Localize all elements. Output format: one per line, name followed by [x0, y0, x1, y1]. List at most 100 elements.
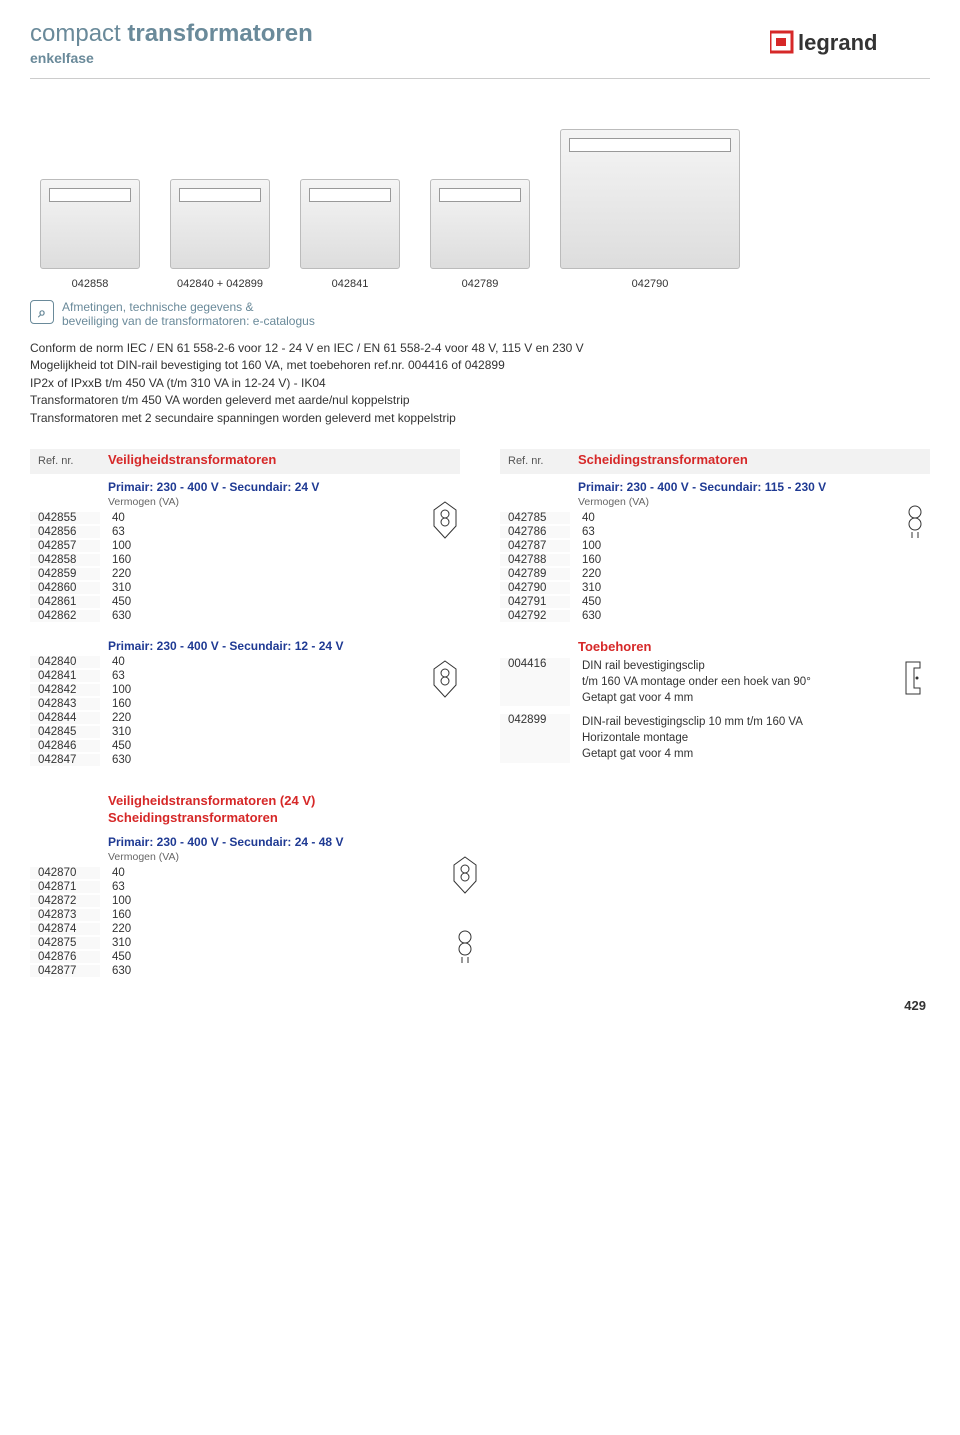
product-label: 042840 + 042899 — [170, 278, 270, 290]
main-columns: Ref. nr. Veiligheidstransformatoren Prim… — [30, 449, 930, 783]
info-icon: ⌕ — [30, 300, 54, 324]
va-cell: 100 — [570, 540, 630, 552]
product-item: 042858 — [40, 179, 140, 290]
transformer-safety-icon — [450, 855, 480, 895]
ref-cell: 042899 — [500, 714, 570, 762]
header: legrand compact transformatoren enkelfas… — [30, 20, 930, 79]
product-label: 042858 — [40, 278, 140, 290]
desc-line: Getapt gat voor 4 mm — [582, 746, 930, 762]
brand-logo: legrand — [770, 28, 900, 56]
data-row: 04284040 — [30, 655, 460, 669]
product-item: 042789 — [430, 179, 530, 290]
product-label: 042789 — [430, 278, 530, 290]
section-title: Veiligheidstransformatoren — [108, 452, 452, 467]
product-image — [40, 179, 140, 269]
data-row: 04285663 — [30, 525, 460, 539]
group-block: Primair: 230 - 400 V - Secundair: 12 - 2… — [30, 639, 460, 767]
data-row: 04285540 — [30, 511, 460, 525]
ref-cell: 042873 — [30, 909, 100, 921]
clip-icon — [900, 658, 930, 706]
data-row: 042877630 — [30, 964, 480, 978]
ref-cell: 042870 — [30, 867, 100, 879]
data-row: 042790310 — [500, 581, 930, 595]
ref-cell: 042845 — [30, 726, 100, 738]
ref-cell: 042875 — [30, 937, 100, 949]
ref-cell: 042790 — [500, 582, 570, 594]
ref-cell: 042788 — [500, 554, 570, 566]
ref-cell: 042786 — [500, 526, 570, 538]
data-row: 042874220 — [30, 922, 480, 936]
description-block: Conform de norm IEC / EN 61 558-2-6 voor… — [30, 340, 930, 427]
va-cell: 63 — [100, 670, 160, 682]
va-cell: 630 — [570, 610, 630, 622]
ref-cell: 042860 — [30, 582, 100, 594]
section-title: Scheidingstransformatoren — [578, 452, 922, 467]
va-cell: 160 — [570, 554, 630, 566]
data-row: 042792630 — [500, 609, 930, 623]
va-cell: 310 — [100, 937, 160, 949]
data-rows: 0428404004284163042842100042843160042844… — [30, 655, 460, 767]
va-cell: 630 — [100, 610, 160, 622]
va-cell: 450 — [100, 596, 160, 608]
va-cell: 220 — [100, 568, 160, 580]
ref-cell: 042841 — [30, 670, 100, 682]
desc-cell: DIN rail bevestigingsclip t/m 160 VA mon… — [570, 658, 900, 706]
data-row: 042845310 — [30, 725, 460, 739]
data-row: 042788160 — [500, 553, 930, 567]
ref-cell: 042785 — [500, 512, 570, 524]
desc-line: DIN-rail bevestigingsclip 10 mm t/m 160 … — [582, 714, 930, 730]
ref-cell: 042846 — [30, 740, 100, 752]
va-cell: 63 — [100, 526, 160, 538]
toebehoren-title: Toebehoren — [578, 639, 930, 654]
data-row: 042876450 — [30, 950, 480, 964]
ref-cell: 042872 — [30, 895, 100, 907]
va-cell: 40 — [100, 867, 160, 879]
group-title: Primair: 230 - 400 V - Secundair: 115 - … — [578, 480, 930, 494]
ref-cell: 042874 — [30, 923, 100, 935]
data-row: 042844220 — [30, 711, 460, 725]
va-cell: 100 — [100, 540, 160, 552]
va-cell: 40 — [570, 512, 630, 524]
desc-line: Horizontale montage — [582, 730, 930, 746]
va-cell: 220 — [100, 923, 160, 935]
product-item: 042790 — [560, 129, 740, 290]
ref-cell: 042847 — [30, 754, 100, 766]
product-label: 042841 — [300, 278, 400, 290]
product-item: 042840 + 042899 — [170, 179, 270, 290]
divider — [30, 78, 930, 79]
product-image — [430, 179, 530, 269]
group-title: Primair: 230 - 400 V - Secundair: 24 - 4… — [108, 835, 480, 849]
product-image — [300, 179, 400, 269]
va-cell: 450 — [100, 951, 160, 963]
va-cell: 630 — [100, 754, 160, 766]
column-header: Ref. nr. Veiligheidstransformatoren — [30, 449, 460, 474]
ref-cell: 042858 — [30, 554, 100, 566]
va-cell: 450 — [100, 740, 160, 752]
data-row: 04278540 — [500, 511, 930, 525]
product-images-row: 042858 042840 + 042899 042841 042789 042… — [30, 129, 930, 290]
product-image — [560, 129, 740, 269]
ref-cell: 042856 — [30, 526, 100, 538]
ref-nr-label: Ref. nr. — [38, 455, 108, 467]
va-cell: 310 — [100, 582, 160, 594]
ref-cell: 042862 — [30, 610, 100, 622]
title-word1: compact — [30, 20, 121, 47]
group-block: Primair: 230 - 400 V - Secundair: 24 - 4… — [30, 835, 480, 978]
desc-line: t/m 160 VA montage onder een hoek van 90… — [582, 674, 900, 690]
data-row: 042842100 — [30, 683, 460, 697]
data-row: 042861450 — [30, 595, 460, 609]
data-row: 042859220 — [30, 567, 460, 581]
data-row: 042857100 — [30, 539, 460, 553]
ref-cell: 042859 — [30, 568, 100, 580]
data-row: 042858160 — [30, 553, 460, 567]
group-block: Primair: 230 - 400 V - Secundair: 115 - … — [500, 480, 930, 623]
product-label: 042790 — [560, 278, 740, 290]
va-cell: 630 — [100, 965, 160, 977]
va-cell: 63 — [100, 881, 160, 893]
desc-line: Getapt gat voor 4 mm — [582, 690, 900, 706]
svg-text:legrand: legrand — [798, 30, 877, 55]
data-row: 042875310 — [30, 936, 480, 950]
ref-cell: 042842 — [30, 684, 100, 696]
va-cell: 160 — [100, 554, 160, 566]
data-row: 042787100 — [500, 539, 930, 553]
